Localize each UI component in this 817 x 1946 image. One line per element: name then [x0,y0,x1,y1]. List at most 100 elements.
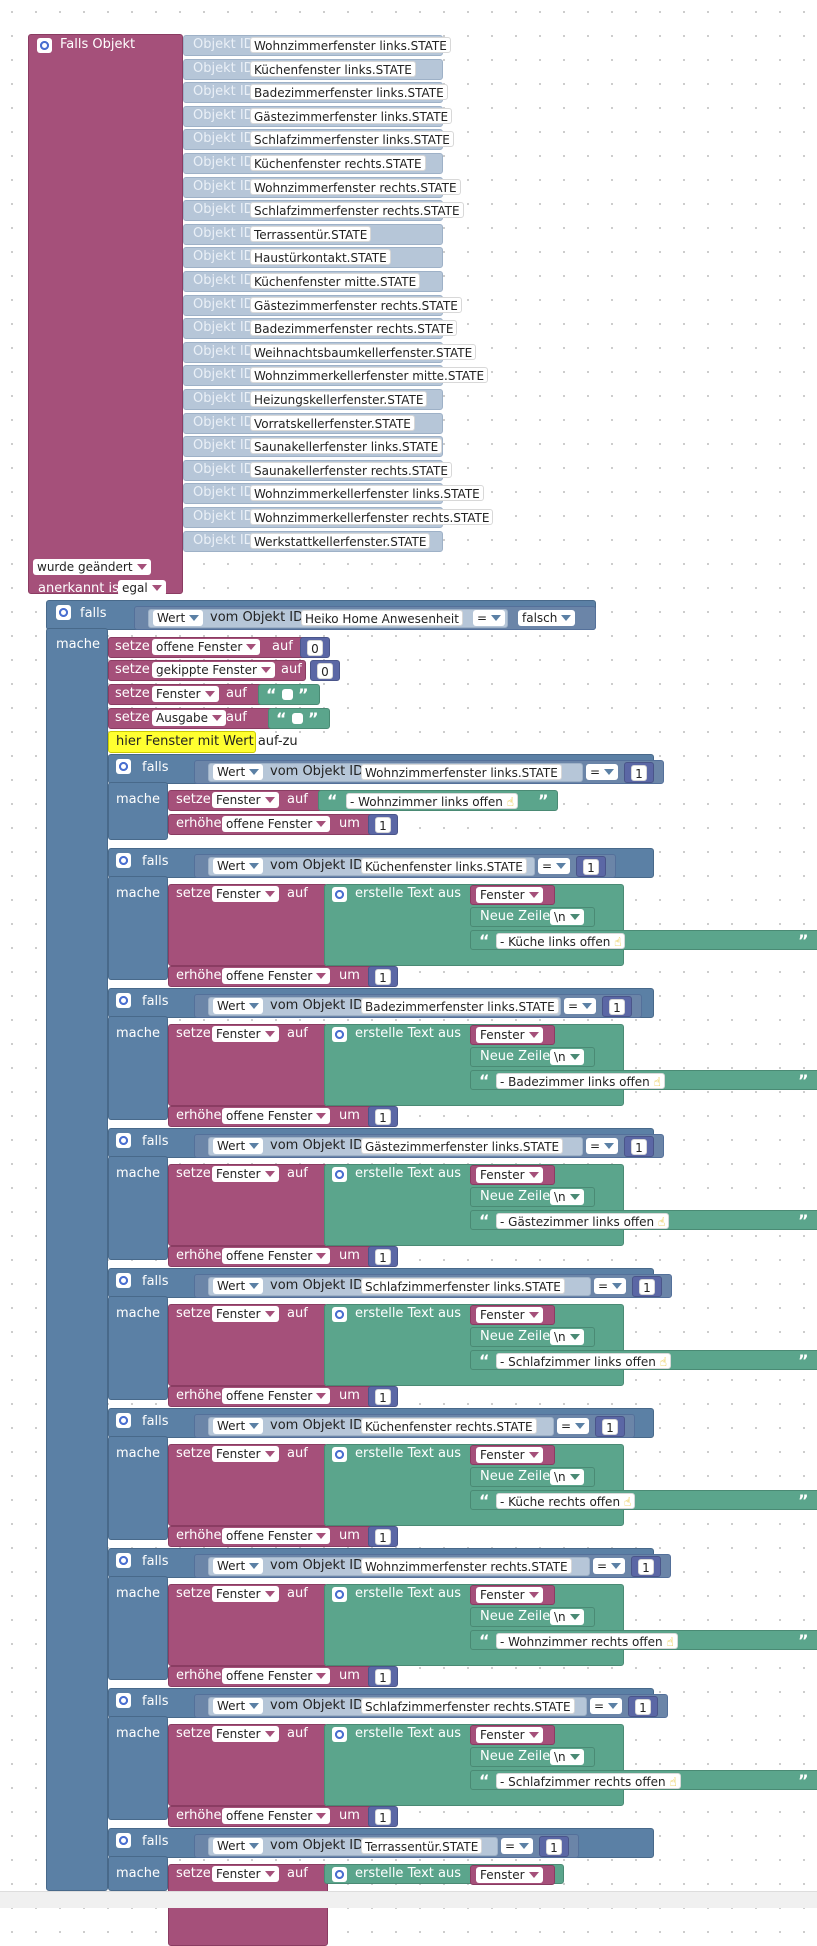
number-field[interactable]: 0 [317,663,333,679]
gear-icon[interactable] [332,1867,347,1882]
object-id-field[interactable]: Saunakellerfenster links.STATE [250,438,443,454]
gear-icon[interactable] [332,1307,347,1322]
value-type-dropdown[interactable]: Wert [213,1698,264,1714]
object-id-field[interactable]: Badezimmerfenster links.STATE [250,84,448,100]
number-field[interactable]: 1 [375,1669,391,1685]
object-id-field[interactable]: Weihnachtsbaumkellerfenster.STATE [250,344,477,360]
gear-icon[interactable] [37,38,52,53]
object-id-field[interactable]: Wohnzimmerkellerfenster mitte.STATE [250,367,489,383]
variable-dropdown[interactable]: Fenster [476,1867,543,1883]
number-field[interactable]: 1 [375,1529,391,1545]
value-type-dropdown[interactable]: Wert [213,764,264,780]
text-field[interactable]: - Schlafzimmer links offen ☝ [496,1353,672,1369]
if-block-body[interactable] [108,876,168,980]
operator-dropdown[interactable]: = [594,1278,627,1294]
gear-icon[interactable] [116,759,131,774]
variable-dropdown[interactable]: Fenster [212,1166,279,1182]
variable-dropdown[interactable]: offene Fenster [222,1808,331,1824]
newline-dropdown[interactable]: \n [550,1329,584,1345]
gear-icon[interactable] [116,853,131,868]
object-id-field[interactable]: Heiko Home Anwesenheit [301,610,463,626]
variable-dropdown[interactable]: Fenster [212,1026,279,1042]
newline-dropdown[interactable]: \n [550,1609,584,1625]
object-id-field[interactable]: Saunakellerfenster rechts.STATE [250,462,452,478]
variable-dropdown[interactable]: Fenster [152,686,219,702]
text-field[interactable]: - Küche links offen ☝ [496,933,626,949]
variable-dropdown[interactable]: offene Fenster [222,1108,331,1124]
variable-dropdown[interactable]: offene Fenster [222,1668,331,1684]
gear-icon[interactable] [116,1693,131,1708]
operator-dropdown[interactable]: = [473,610,506,626]
event-block-on-object[interactable] [28,34,183,594]
comment-block[interactable] [108,731,256,753]
text-field-empty[interactable] [292,713,303,724]
text-field[interactable]: - Gästezimmer links offen ☝ [496,1213,670,1229]
value-type-dropdown[interactable]: Wert [213,1418,264,1434]
number-field[interactable]: 1 [546,1839,562,1855]
operator-dropdown[interactable]: = [564,998,597,1014]
variable-dropdown[interactable]: offene Fenster [222,968,331,984]
object-id-field[interactable]: Küchenfenster rechts.STATE [361,1418,537,1434]
variable-dropdown[interactable]: Fenster [476,1587,543,1603]
object-id-field[interactable]: Küchenfenster links.STATE [361,858,527,874]
number-field[interactable]: 1 [375,1809,391,1825]
gear-icon[interactable] [116,1413,131,1428]
number-field[interactable]: 1 [602,1419,618,1435]
number-field[interactable]: 1 [375,1249,391,1265]
gear-icon[interactable] [116,1553,131,1568]
operator-dropdown[interactable]: = [593,1558,626,1574]
variable-dropdown[interactable]: Fenster [476,887,543,903]
gear-icon[interactable] [116,1273,131,1288]
object-id-field[interactable]: Schlafzimmerfenster rechts.STATE [361,1698,575,1714]
gear-icon[interactable] [332,1167,347,1182]
number-field[interactable]: 1 [609,999,625,1015]
if-block-body[interactable] [108,1576,168,1680]
newline-dropdown[interactable]: \n [550,1749,584,1765]
text-field-empty[interactable] [282,689,293,700]
operator-dropdown[interactable]: = [586,764,619,780]
variable-dropdown[interactable]: Ausgabe [152,710,227,726]
value-type-dropdown[interactable]: Wert [213,1278,264,1294]
object-id-field[interactable]: Wohnzimmerfenster rechts.STATE [250,179,461,195]
if-block-body[interactable] [108,1436,168,1540]
variable-dropdown[interactable]: Fenster [212,1586,279,1602]
number-field[interactable]: 1 [375,969,391,985]
object-id-field[interactable]: Küchenfenster rechts.STATE [250,155,426,171]
operator-dropdown[interactable]: = [557,1418,590,1434]
newline-dropdown[interactable]: \n [550,1189,584,1205]
compare-value-dropdown[interactable]: falsch [518,610,576,626]
object-id-field[interactable]: Küchenfenster links.STATE [250,61,416,77]
variable-dropdown[interactable]: Fenster [476,1727,543,1743]
object-id-field[interactable]: Schlafzimmerfenster links.STATE [250,131,454,147]
object-id-field[interactable]: Küchenfenster mitte.STATE [250,273,421,289]
gear-icon[interactable] [116,993,131,1008]
variable-dropdown[interactable]: Fenster [476,1307,543,1323]
number-field[interactable]: 1 [375,817,391,833]
variable-dropdown[interactable]: Fenster [212,1306,279,1322]
variable-dropdown[interactable]: Fenster [212,1726,279,1742]
variable-dropdown[interactable]: Fenster [476,1167,543,1183]
gear-icon[interactable] [332,887,347,902]
number-field[interactable]: 0 [307,640,323,656]
text-field[interactable]: - Küche rechts offen ☝ [496,1493,636,1509]
variable-dropdown[interactable]: offene Fenster [222,1528,331,1544]
if-block-body[interactable] [108,1016,168,1120]
newline-dropdown[interactable]: \n [550,909,584,925]
text-field[interactable]: - Badezimmer links offen ☝ [496,1073,665,1089]
if-block-body[interactable] [108,1716,168,1820]
variable-dropdown[interactable]: Fenster [212,1446,279,1462]
object-id-field[interactable]: Gästezimmerfenster links.STATE [361,1138,564,1154]
object-id-field[interactable]: Haustürkontakt.STATE [250,249,391,265]
object-id-field[interactable]: Wohnzimmerkellerfenster rechts.STATE [250,509,494,525]
gear-icon[interactable] [116,1133,131,1148]
number-field[interactable]: 1 [631,765,647,781]
value-type-dropdown[interactable]: Wert [213,1558,264,1574]
gear-icon[interactable] [332,1027,347,1042]
object-id-field[interactable]: Wohnzimmerfenster links.STATE [361,764,562,780]
object-id-field[interactable]: Terrassentür.STATE [361,1838,483,1854]
object-id-field[interactable]: Schlafzimmerfenster rechts.STATE [250,202,464,218]
number-field[interactable]: 1 [375,1109,391,1125]
variable-dropdown[interactable]: Fenster [476,1447,543,1463]
object-id-field[interactable]: Wohnzimmerfenster rechts.STATE [361,1558,572,1574]
